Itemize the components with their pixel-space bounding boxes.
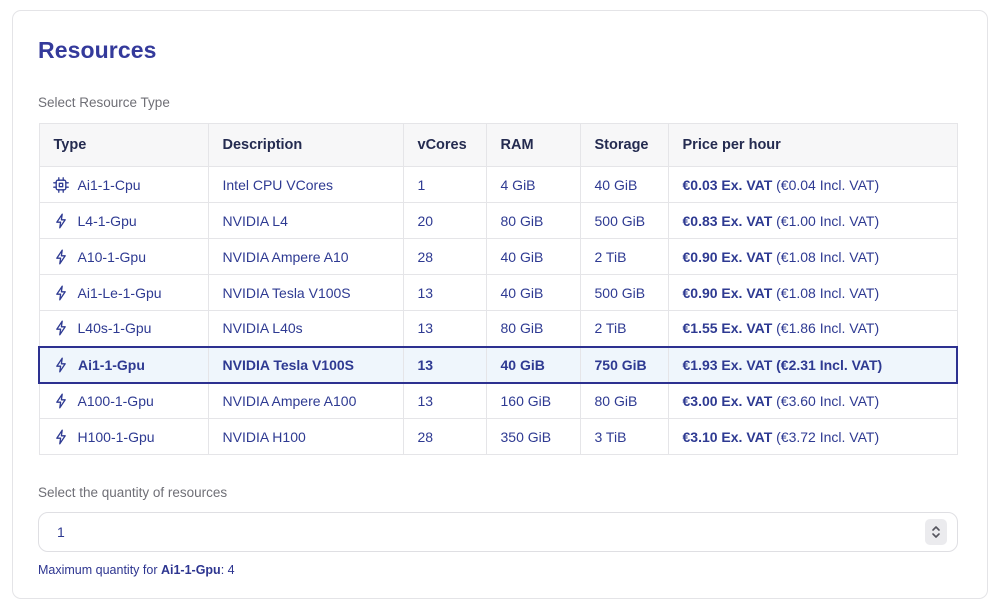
resource-ram: 40 GiB bbox=[485, 238, 581, 275]
resource-table-row[interactable]: Ai1-1-Cpu Intel CPU VCores 1 4 GiB 40 Gi… bbox=[38, 166, 958, 203]
price-incl-vat: (€3.72 Incl. VAT) bbox=[776, 428, 880, 445]
resource-ram: 4 GiB bbox=[485, 166, 581, 203]
lightning-bolt-icon bbox=[53, 393, 69, 409]
quantity-input[interactable] bbox=[38, 512, 958, 552]
resource-table-row[interactable]: A100-1-Gpu NVIDIA Ampere A100 13 160 GiB… bbox=[38, 382, 958, 419]
resource-type-label: L4-1-Gpu bbox=[77, 212, 137, 229]
resource-vcores: 28 bbox=[402, 238, 487, 275]
resource-vcores: 20 bbox=[402, 202, 487, 239]
lightning-bolt-icon bbox=[53, 249, 69, 265]
resource-description: NVIDIA Tesla V100S bbox=[207, 274, 404, 311]
resource-ram: 40 GiB bbox=[485, 274, 581, 311]
price-ex-vat: €3.10 Ex. VAT bbox=[682, 428, 773, 445]
resource-table-row[interactable]: H100-1-Gpu NVIDIA H100 28 350 GiB 3 TiB … bbox=[38, 418, 958, 455]
resource-table-row[interactable]: A10-1-Gpu NVIDIA Ampere A10 28 40 GiB 2 … bbox=[38, 238, 958, 275]
resource-type-label: Ai1-1-Gpu bbox=[78, 356, 145, 373]
column-header-ram: RAM bbox=[485, 123, 581, 167]
price-ex-vat: €0.03 Ex. VAT bbox=[682, 176, 773, 193]
price-incl-vat: (€1.08 Incl. VAT) bbox=[776, 284, 880, 301]
resource-vcores: 13 bbox=[402, 274, 487, 311]
resource-type-label: Ai1-1-Cpu bbox=[77, 176, 141, 193]
resource-vcores: 13 bbox=[402, 345, 487, 384]
resource-vcores: 1 bbox=[402, 166, 487, 203]
price-incl-vat: (€2.31 Incl. VAT) bbox=[776, 356, 883, 373]
resource-ram: 160 GiB bbox=[485, 382, 581, 419]
price-incl-vat: (€3.60 Incl. VAT) bbox=[776, 392, 880, 409]
resource-ram: 80 GiB bbox=[485, 310, 581, 347]
price-ex-vat: €0.90 Ex. VAT bbox=[682, 248, 773, 265]
select-resource-type-label: Select Resource Type bbox=[38, 95, 170, 110]
resource-description: NVIDIA L40s bbox=[207, 310, 404, 347]
column-header-vcores: vCores bbox=[402, 123, 487, 167]
lightning-bolt-icon bbox=[53, 213, 69, 229]
chevron-up-down-icon bbox=[932, 526, 940, 538]
resource-description: NVIDIA Ampere A100 bbox=[207, 382, 404, 419]
resource-type-label: A100-1-Gpu bbox=[77, 392, 154, 409]
resource-vcores: 13 bbox=[402, 382, 487, 419]
max-quantity-resource: Ai1-1-Gpu bbox=[160, 563, 221, 577]
resource-description: NVIDIA Tesla V100S bbox=[207, 345, 404, 384]
resource-storage: 3 TiB bbox=[579, 418, 669, 455]
resource-storage: 40 GiB bbox=[579, 166, 669, 203]
resources-card: Resources Select Resource Type Type Desc… bbox=[12, 10, 988, 599]
resource-storage: 500 GiB bbox=[579, 274, 669, 311]
resource-storage: 80 GiB bbox=[579, 382, 669, 419]
quantity-label: Select the quantity of resources bbox=[38, 485, 228, 500]
resource-table-row[interactable]: L40s-1-Gpu NVIDIA L40s 13 80 GiB 2 TiB €… bbox=[38, 310, 958, 347]
resource-vcores: 28 bbox=[402, 418, 487, 455]
resource-type-label: A10-1-Gpu bbox=[77, 248, 146, 265]
column-header-type: Type bbox=[38, 123, 209, 167]
column-header-price: Price per hour bbox=[667, 123, 958, 167]
page-title: Resources bbox=[38, 37, 157, 63]
resource-storage: 500 GiB bbox=[579, 202, 669, 239]
resource-storage: 2 TiB bbox=[579, 310, 669, 347]
price-incl-vat: (€1.00 Incl. VAT) bbox=[776, 212, 880, 229]
resource-table-row[interactable]: Ai1-Le-1-Gpu NVIDIA Tesla V100S 13 40 Gi… bbox=[38, 274, 958, 311]
resource-description: NVIDIA L4 bbox=[207, 202, 404, 239]
lightning-bolt-icon bbox=[53, 429, 69, 445]
resource-ram: 350 GiB bbox=[485, 418, 581, 455]
resource-description: NVIDIA Ampere A10 bbox=[207, 238, 404, 275]
resource-table-header-row: Type Description vCores RAM Storage Pric… bbox=[38, 123, 958, 167]
resource-ram: 80 GiB bbox=[485, 202, 581, 239]
price-incl-vat: (€1.08 Incl. VAT) bbox=[776, 248, 880, 265]
price-incl-vat: (€0.04 Incl. VAT) bbox=[776, 176, 880, 193]
column-header-description: Description bbox=[207, 123, 404, 167]
price-ex-vat: €1.93 Ex. VAT bbox=[682, 356, 773, 373]
resource-table: Type Description vCores RAM Storage Pric… bbox=[38, 123, 958, 455]
resource-description: Intel CPU VCores bbox=[207, 166, 404, 203]
resource-table-row[interactable]: Ai1-1-Gpu NVIDIA Tesla V100S 13 40 GiB 7… bbox=[38, 345, 958, 384]
resource-ram: 40 GiB bbox=[485, 345, 581, 384]
column-header-storage: Storage bbox=[579, 123, 669, 167]
resource-storage: 2 TiB bbox=[579, 238, 669, 275]
quantity-stepper[interactable] bbox=[925, 519, 947, 545]
resource-type-label: L40s-1-Gpu bbox=[77, 320, 152, 337]
resource-description: NVIDIA H100 bbox=[207, 418, 404, 455]
quantity-box bbox=[38, 512, 958, 552]
price-incl-vat: (€1.86 Incl. VAT) bbox=[776, 320, 880, 337]
max-quantity-note: Maximum quantity for Ai1-1-Gpu: 4 bbox=[38, 563, 235, 577]
price-ex-vat: €0.90 Ex. VAT bbox=[682, 284, 773, 301]
price-ex-vat: €1.55 Ex. VAT bbox=[682, 320, 773, 337]
resource-storage: 750 GiB bbox=[579, 345, 669, 384]
resource-vcores: 13 bbox=[402, 310, 487, 347]
price-ex-vat: €3.00 Ex. VAT bbox=[682, 392, 773, 409]
price-ex-vat: €0.83 Ex. VAT bbox=[682, 212, 773, 229]
resource-table-row[interactable]: L4-1-Gpu NVIDIA L4 20 80 GiB 500 GiB €0.… bbox=[38, 202, 958, 239]
cpu-chip-icon bbox=[52, 176, 69, 193]
resource-type-label: Ai1-Le-1-Gpu bbox=[77, 284, 162, 301]
resource-type-label: H100-1-Gpu bbox=[77, 428, 155, 445]
lightning-bolt-icon bbox=[53, 357, 69, 373]
lightning-bolt-icon bbox=[53, 285, 69, 301]
lightning-bolt-icon bbox=[53, 320, 69, 336]
